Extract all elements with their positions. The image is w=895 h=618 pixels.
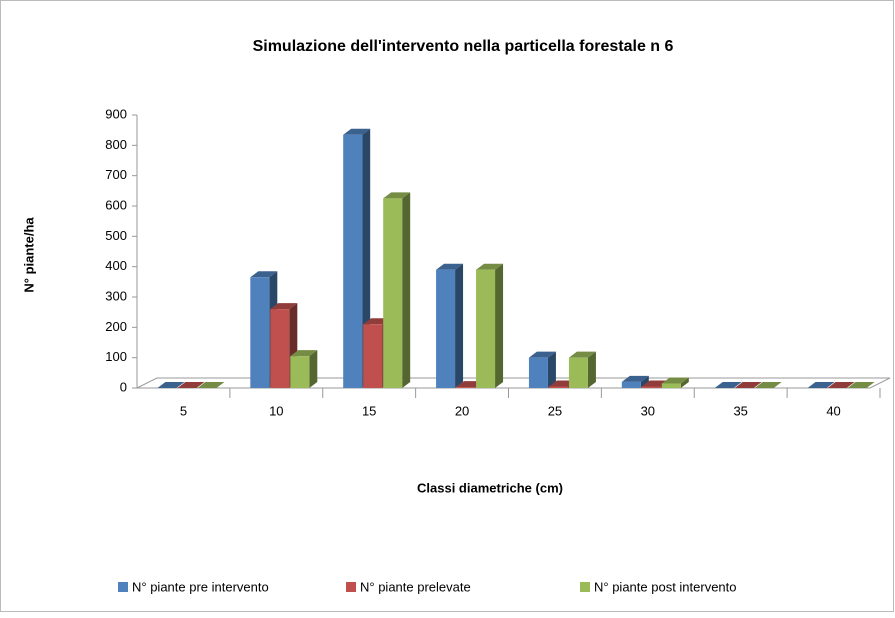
bar-front <box>250 277 270 388</box>
bar-top <box>661 377 689 384</box>
bar <box>476 263 504 388</box>
y-tick-label: 600 <box>105 197 127 212</box>
bar-top <box>714 382 742 388</box>
bar-top <box>847 382 875 388</box>
bar-top <box>383 192 411 199</box>
bar-side <box>455 263 464 388</box>
y-tick-label: 100 <box>105 349 127 364</box>
bar <box>157 382 185 388</box>
bar-top <box>157 382 185 388</box>
bar-side <box>495 263 504 388</box>
x-axis-title: Classi diametriche (cm) <box>417 480 563 495</box>
legend-label: N° piante post intervento <box>594 579 737 594</box>
bar <box>197 382 225 388</box>
bar-top <box>528 351 556 358</box>
bar <box>528 351 556 388</box>
bar-front <box>476 269 496 388</box>
bar-front <box>343 134 363 388</box>
y-tick-label: 900 <box>105 106 127 121</box>
y-tick-label: 200 <box>105 319 127 334</box>
bar-front <box>528 357 548 388</box>
bar-top <box>250 271 278 278</box>
bar <box>754 382 782 388</box>
legend-label: N° piante prelevate <box>360 579 471 594</box>
bar-side <box>309 350 318 388</box>
y-tick-label: 400 <box>105 258 127 273</box>
x-tick-label: 40 <box>826 403 840 418</box>
bar-top <box>621 375 649 382</box>
x-tick-label: 25 <box>548 403 562 418</box>
bar-front <box>456 387 476 388</box>
bar-front <box>383 198 403 388</box>
bar-side <box>640 375 649 388</box>
bar-front <box>436 269 456 388</box>
bar <box>436 263 464 388</box>
legend-label: N° piante pre intervento <box>132 579 269 594</box>
y-tick-label: 500 <box>105 228 127 243</box>
bar <box>343 128 371 388</box>
bar-side <box>587 351 596 388</box>
bar-front <box>363 324 383 388</box>
bar-top <box>807 382 835 388</box>
bar-side <box>547 351 556 388</box>
bar-front <box>621 381 641 388</box>
bar-front <box>290 356 310 388</box>
bar-side <box>402 192 411 388</box>
x-tick-label: 30 <box>641 403 655 418</box>
bar-top <box>270 303 298 310</box>
bar <box>714 382 742 388</box>
bar <box>621 375 649 388</box>
bar-top <box>734 382 762 388</box>
y-axis-title: N° piante/ha <box>21 217 36 293</box>
bar <box>807 382 835 388</box>
bar <box>827 382 855 388</box>
bar <box>177 382 205 388</box>
bar <box>661 377 689 388</box>
legend-swatch <box>580 582 590 592</box>
bar <box>568 351 596 388</box>
bar-front <box>548 386 568 388</box>
bar <box>847 382 875 388</box>
bar-front <box>568 357 588 388</box>
y-tick-label: 700 <box>105 167 127 182</box>
bar <box>383 192 411 388</box>
bar-front <box>641 386 661 388</box>
bar-top <box>827 382 855 388</box>
bar-top <box>568 351 596 358</box>
bar-front <box>270 309 290 388</box>
y-tick-label: 0 <box>120 379 127 394</box>
bar <box>290 350 318 388</box>
legend-swatch <box>118 582 128 592</box>
x-tick-label: 10 <box>269 403 283 418</box>
bar <box>734 382 762 388</box>
bar-top <box>436 263 464 270</box>
y-tick-label: 800 <box>105 137 127 152</box>
bar-top <box>754 382 782 388</box>
y-tick-label: 300 <box>105 288 127 303</box>
bar-front <box>661 383 681 388</box>
x-tick-label: 35 <box>733 403 747 418</box>
x-tick-label: 20 <box>455 403 469 418</box>
bar-top <box>197 382 225 388</box>
bar-top <box>476 263 504 270</box>
chart-title: Simulazione dell'intervento nella partic… <box>253 38 674 55</box>
legend-swatch <box>346 582 356 592</box>
bar-top <box>343 128 371 135</box>
bar-top <box>177 382 205 388</box>
bar-top <box>290 350 318 357</box>
x-tick-label: 15 <box>362 403 376 418</box>
bar-side <box>680 377 689 388</box>
x-tick-label: 5 <box>180 403 187 418</box>
